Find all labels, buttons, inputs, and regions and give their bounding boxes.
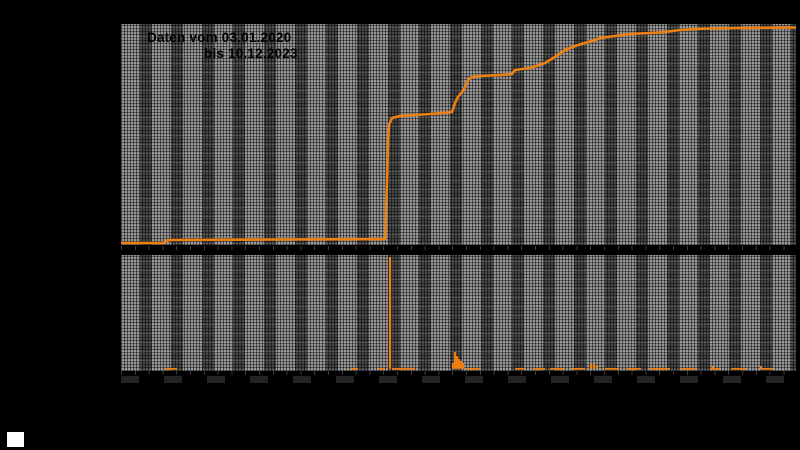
x-axis-label-smudges [121,376,796,383]
bottom-chart-panel [121,255,796,371]
bottom-series-svg [165,257,773,370]
chart-title-line1: Daten vom 03.01.2020 [147,30,292,45]
chart-title-line2: bis 10.12.2023 [204,46,298,61]
corner-white-swatch [7,432,24,447]
top-chart-panel: Daten vom 03.01.2020 bis 10.12.2023 [121,24,796,245]
x-axis-ticks [121,371,796,375]
top-series-svg [121,26,796,245]
top-panel-bottom-ticks [121,246,796,250]
